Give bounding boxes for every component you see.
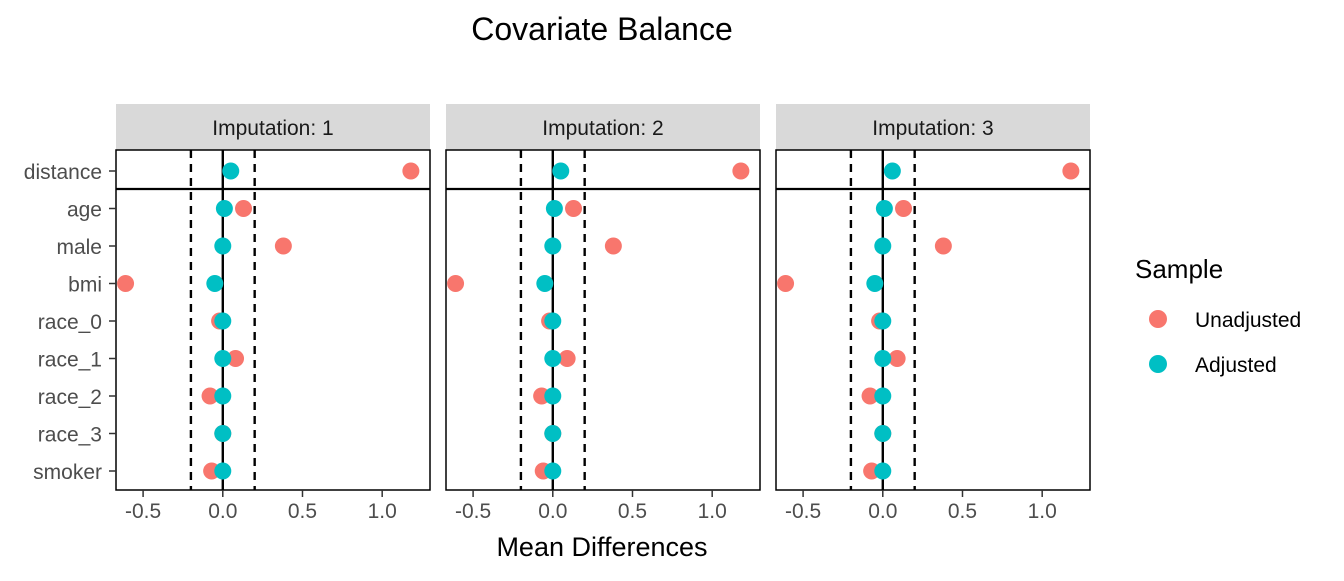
data-point-unadjusted — [235, 200, 253, 217]
data-point-unadjusted — [604, 237, 622, 255]
data-point-unadjusted — [565, 200, 583, 217]
x-tick-label: -0.5 — [125, 500, 161, 523]
x-tick-label: -0.5 — [785, 500, 821, 523]
x-tick-label: 0.0 — [868, 500, 897, 523]
x-tick-label: 0.5 — [618, 500, 647, 523]
x-tick-label: 0.0 — [208, 500, 237, 523]
legend-label: Unadjusted — [1195, 309, 1301, 332]
data-point-unadjusted — [447, 275, 465, 292]
legend-title: Sample — [1135, 254, 1223, 284]
data-point-adjusted — [544, 312, 562, 330]
x-tick-label: 1.0 — [368, 500, 397, 523]
chart-title: Covariate Balance — [471, 11, 732, 47]
data-point-unadjusted — [227, 350, 245, 367]
data-point-adjusted — [214, 237, 232, 255]
x-axis-title: Mean Differences — [496, 532, 707, 562]
data-point-adjusted — [874, 237, 892, 255]
data-point-adjusted — [222, 162, 240, 180]
plot-area — [776, 150, 1090, 490]
data-point-adjusted — [544, 387, 562, 405]
data-point-unadjusted — [201, 387, 219, 405]
y-tick-label: race_3 — [38, 424, 102, 447]
panel-border — [775, 149, 1091, 491]
data-point-adjusted — [214, 350, 232, 367]
facet-strip — [116, 104, 430, 150]
legend-key-unadjusted — [1149, 310, 1167, 328]
data-point-unadjusted — [934, 237, 952, 255]
panel-border — [445, 149, 761, 491]
facet-strip-label: Imputation: 2 — [542, 117, 663, 140]
facet-strip — [776, 104, 1090, 150]
facet-panel: Imputation: 3 -0.5 0.0 0.5 1.0 — [775, 104, 1091, 523]
data-point-adjusted — [874, 350, 892, 367]
y-tick-label: smoker — [33, 461, 102, 484]
y-tick-label: distance — [24, 161, 102, 184]
data-point-adjusted — [874, 387, 892, 405]
legend-key-adjusted — [1149, 355, 1167, 373]
y-tick-label: race_1 — [38, 349, 102, 372]
data-point-adjusted — [214, 312, 232, 330]
facet-panel: Imputation: 2 -0.5 0.0 0.5 1.0 — [445, 104, 761, 523]
data-point-unadjusted — [732, 162, 750, 180]
x-tick-label: 1.0 — [698, 500, 727, 523]
panel-border — [115, 149, 431, 491]
data-point-adjusted — [214, 462, 232, 480]
data-point-unadjusted — [402, 162, 420, 180]
data-point-adjusted — [874, 462, 892, 480]
data-point-adjusted — [544, 425, 562, 442]
data-point-adjusted — [875, 200, 893, 217]
data-point-unadjusted — [1062, 162, 1080, 180]
data-point-adjusted — [874, 312, 892, 330]
data-point-adjusted — [536, 275, 554, 292]
y-tick-label: bmi — [68, 274, 102, 297]
legend-label: Adjusted — [1195, 354, 1277, 377]
data-point-unadjusted — [274, 237, 292, 255]
data-point-adjusted — [544, 350, 562, 367]
data-point-adjusted — [206, 275, 224, 292]
plot-area — [446, 150, 760, 490]
y-tick-label: age — [67, 199, 102, 222]
x-tick-label: -0.5 — [455, 500, 491, 523]
y-tick-label: race_2 — [38, 386, 102, 409]
facet-strip — [446, 104, 760, 150]
data-point-adjusted — [544, 462, 562, 480]
data-point-adjusted — [552, 162, 570, 180]
data-point-unadjusted — [777, 275, 795, 292]
legend: Unadjusted Adjusted — [1149, 309, 1301, 377]
data-point-unadjusted — [558, 350, 576, 367]
facet-panel: Imputation: 1 -0.5 0.0 0.5 1.0 — [115, 104, 431, 523]
facet-panels: Imputation: 1 -0.5 0.0 0.5 1.0 Imputation: 2 -… — [24, 104, 1091, 523]
y-axis: distance age male bmi race_0 race_1 race_2race… — [24, 161, 116, 484]
data-point-adjusted — [874, 425, 892, 442]
facet-strip-label: Imputation: 3 — [872, 117, 993, 140]
data-point-adjusted — [866, 275, 884, 292]
x-tick-label: 0.0 — [538, 500, 567, 523]
x-tick-label: 0.5 — [948, 500, 977, 523]
data-point-adjusted — [545, 200, 563, 217]
data-point-unadjusted — [117, 275, 135, 292]
data-point-adjusted — [214, 387, 232, 405]
data-point-unadjusted — [895, 200, 913, 217]
plot-area — [116, 150, 430, 490]
data-point-adjusted — [215, 200, 233, 217]
y-tick-label: male — [56, 236, 102, 259]
y-tick-label: race_0 — [38, 311, 102, 334]
data-point-unadjusted — [888, 350, 906, 367]
data-point-unadjusted — [861, 387, 879, 405]
data-point-adjusted — [883, 162, 901, 180]
x-tick-label: 1.0 — [1028, 500, 1057, 523]
facet-strip-label: Imputation: 1 — [212, 117, 333, 140]
data-point-adjusted — [214, 425, 232, 442]
x-tick-label: 0.5 — [288, 500, 317, 523]
data-point-adjusted — [544, 237, 562, 255]
